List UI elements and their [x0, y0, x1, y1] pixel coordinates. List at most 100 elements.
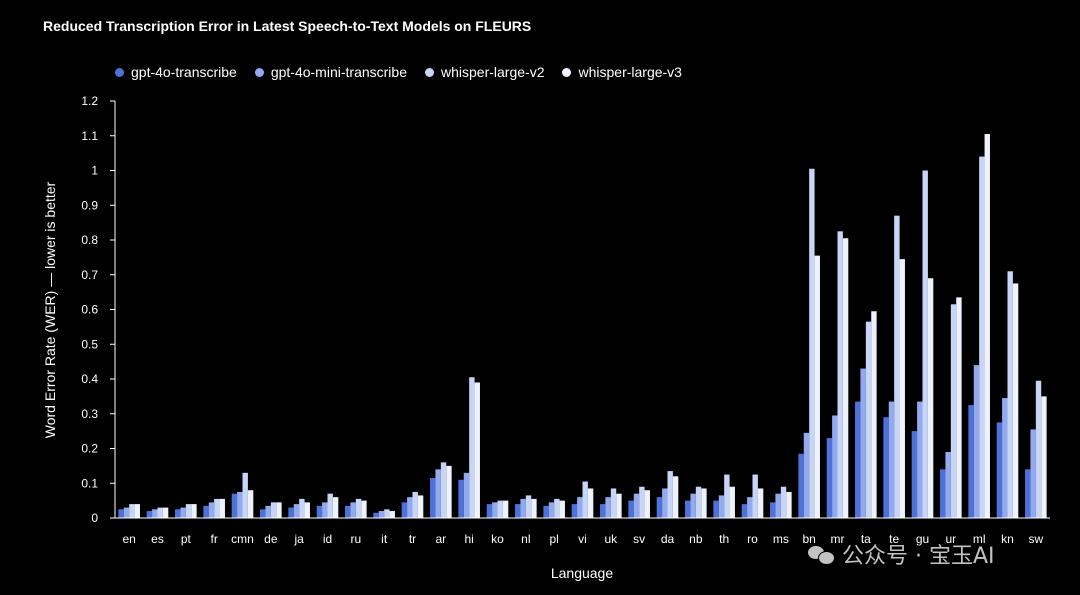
y-tick-label: 1.1 [81, 129, 98, 143]
bar-ml-gpt-4o-mini-transcribe [973, 365, 980, 518]
bar-bn-whisper-large-v2 [809, 168, 815, 518]
bar-en-whisper-large-v3 [134, 504, 140, 518]
bar-it-gpt-4o-transcribe [373, 512, 379, 518]
bar-te-whisper-large-v2 [894, 215, 900, 519]
bar-uk-gpt-4o-transcribe [600, 504, 606, 518]
x-tick-label: id [323, 532, 332, 546]
wechat-icon [808, 544, 835, 565]
bar-cmn-gpt-4o-transcribe [231, 493, 238, 518]
bar-es-whisper-large-v2 [157, 507, 163, 518]
bar-ru-whisper-large-v2 [355, 498, 362, 518]
bar-vi-gpt-4o-mini-transcribe [577, 497, 583, 518]
bar-fr-gpt-4o-transcribe [203, 505, 209, 518]
bar-te-whisper-large-v3 [899, 259, 905, 518]
bar-sw-gpt-4o-transcribe [1025, 469, 1031, 518]
bar-fr-whisper-large-v2 [214, 498, 220, 518]
bar-nb-whisper-large-v3 [701, 488, 707, 518]
bar-ko-whisper-large-v3 [502, 500, 509, 518]
y-tick-label: 0.9 [81, 198, 98, 212]
bar-ur-whisper-large-v3 [956, 297, 962, 518]
bar-ms-whisper-large-v2 [780, 486, 787, 518]
x-tick-label: ro [747, 532, 758, 546]
bar-ur-gpt-4o-mini-transcribe [945, 451, 951, 518]
bar-ko-gpt-4o-mini-transcribe [492, 502, 498, 518]
bar-uk-whisper-large-v2 [610, 488, 617, 518]
bar-kn-gpt-4o-mini-transcribe [1002, 398, 1008, 518]
chart-legend: gpt-4o-transcribe gpt-4o-mini-transcribe… [115, 64, 682, 80]
bar-ja-whisper-large-v2 [299, 498, 305, 518]
legend-swatch [425, 67, 434, 77]
legend-swatch [254, 67, 264, 77]
bar-ms-whisper-large-v3 [786, 491, 792, 518]
x-tick-label: nl [521, 532, 530, 546]
x-tick-label: sv [633, 532, 645, 546]
bar-sv-gpt-4o-transcribe [628, 500, 634, 518]
bar-gu-gpt-4o-transcribe [911, 431, 918, 518]
bar-nb-gpt-4o-transcribe [685, 500, 691, 518]
bar-bn-gpt-4o-transcribe [798, 453, 804, 518]
x-tick-label: es [151, 532, 164, 546]
bar-nl-gpt-4o-transcribe [515, 504, 521, 518]
bar-gu-whisper-large-v2 [922, 170, 928, 518]
bar-da-gpt-4o-mini-transcribe [662, 488, 668, 518]
x-tick-label: nb [689, 532, 703, 546]
bar-tr-whisper-large-v3 [417, 495, 424, 518]
watermark-text: 公众号 · 宝玉AI [842, 544, 995, 569]
legend-item-whisper-large-v3: whisper-large-v3 [562, 64, 682, 80]
x-tick-label: te [889, 532, 899, 546]
x-tick-label: cmn [231, 532, 254, 546]
y-tick-label: 0.7 [81, 268, 98, 282]
bar-id-whisper-large-v2 [327, 493, 333, 518]
bar-cmn-gpt-4o-mini-transcribe [237, 491, 243, 518]
bar-pt-gpt-4o-transcribe [175, 509, 181, 518]
bar-bn-gpt-4o-mini-transcribe [803, 432, 810, 518]
bar-ml-whisper-large-v3 [984, 134, 990, 518]
bar-nl-gpt-4o-mini-transcribe [520, 498, 526, 518]
bar-mr-gpt-4o-transcribe [826, 438, 833, 518]
bar-mr-whisper-large-v3 [842, 238, 849, 518]
x-tick-label: fr [210, 532, 217, 546]
x-axis-label: Language [551, 565, 614, 581]
x-tick-label: tr [409, 532, 416, 546]
bar-id-whisper-large-v3 [332, 497, 339, 518]
bar-kn-whisper-large-v2 [1007, 271, 1013, 518]
bar-hi-whisper-large-v2 [469, 377, 475, 518]
bar-ar-gpt-4o-mini-transcribe [435, 469, 441, 518]
bar-de-whisper-large-v2 [270, 502, 277, 518]
bar-nb-whisper-large-v2 [695, 486, 702, 518]
bar-hi-whisper-large-v3 [474, 382, 480, 518]
x-tick-label: vi [578, 532, 587, 546]
bar-tr-gpt-4o-mini-transcribe [407, 497, 413, 518]
bar-hi-gpt-4o-mini-transcribe [463, 472, 470, 518]
x-tick-label: bn [802, 532, 815, 546]
x-tick-label: th [719, 532, 729, 546]
bar-es-whisper-large-v3 [162, 507, 169, 518]
bar-pt-whisper-large-v3 [191, 504, 197, 518]
bar-de-gpt-4o-transcribe [260, 509, 266, 518]
bar-ar-whisper-large-v3 [446, 465, 452, 518]
bar-uk-whisper-large-v3 [616, 493, 622, 518]
bar-sv-whisper-large-v3 [644, 490, 650, 518]
bar-ja-gpt-4o-transcribe [288, 507, 294, 518]
bar-da-whisper-large-v3 [672, 476, 679, 518]
x-tick-label: hi [464, 532, 473, 546]
bar-ro-gpt-4o-transcribe [741, 504, 748, 518]
y-tick-label: 0.8 [81, 233, 98, 247]
x-tick-label: ja [293, 532, 304, 546]
x-tick-label: mr [831, 532, 845, 546]
y-tick-label: 0.3 [81, 407, 98, 421]
bar-te-gpt-4o-mini-transcribe [888, 401, 895, 518]
bar-pl-gpt-4o-transcribe [543, 505, 549, 518]
y-tick-label: 0.4 [81, 372, 98, 386]
bar-cmn-whisper-large-v3 [247, 490, 254, 518]
bar-ru-gpt-4o-mini-transcribe [350, 502, 356, 518]
bar-ko-whisper-large-v2 [497, 500, 503, 518]
bar-ro-whisper-large-v2 [752, 474, 758, 518]
x-tick-label: kn [1001, 532, 1014, 546]
bar-kn-gpt-4o-transcribe [996, 422, 1003, 518]
bar-vi-whisper-large-v3 [587, 488, 594, 518]
bar-pt-whisper-large-v2 [185, 504, 192, 518]
y-tick-label: 0 [91, 511, 98, 525]
bar-sw-gpt-4o-mini-transcribe [1030, 429, 1036, 518]
legend-item-gpt-4o-mini-transcribe: gpt-4o-mini-transcribe [254, 64, 407, 80]
